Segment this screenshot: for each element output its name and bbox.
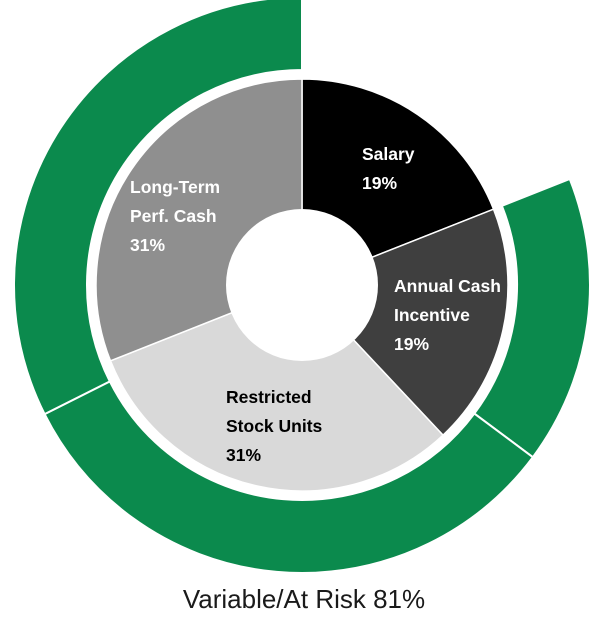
slice-name-line: Restricted [226, 387, 312, 407]
donut-hole [226, 209, 378, 361]
slice-labels: Salary 19% Annual Cash Incentive 19% Restrict… [130, 144, 501, 465]
slice-name-line: Stock Units [226, 416, 323, 436]
slice-percent-label: 19% [394, 334, 429, 354]
slice-name-line: Salary [362, 144, 415, 164]
slice-label-long-term-perf-cash: Long-Term Perf. Cash 31% [130, 177, 220, 255]
outer-ring-segment-restricted-stock-units [43, 380, 535, 574]
slice-name-line: Long-Term [130, 177, 220, 197]
slice-name-line: Perf. Cash [130, 206, 217, 226]
variable-at-risk-ring [13, 0, 591, 574]
slice-percent-label: 19% [362, 173, 397, 193]
slice-percent-label: 31% [130, 235, 165, 255]
slice-name-line: Incentive [394, 305, 470, 325]
slice-label-annual-cash-incentive: Annual Cash Incentive 19% [394, 276, 501, 354]
variable-at-risk-caption: Variable/At Risk 81% [182, 584, 426, 614]
slice-percent-label: 31% [226, 445, 261, 465]
pie-slice-restricted-stock-units [109, 284, 445, 492]
slice-label-salary: Salary 19% [362, 144, 415, 193]
outer-ring-segment-long-term-perf-cash [13, 0, 303, 416]
slice-name-line: Annual Cash [394, 276, 501, 296]
slice-label-restricted-stock-units: Restricted Stock Units 31% [226, 387, 323, 465]
